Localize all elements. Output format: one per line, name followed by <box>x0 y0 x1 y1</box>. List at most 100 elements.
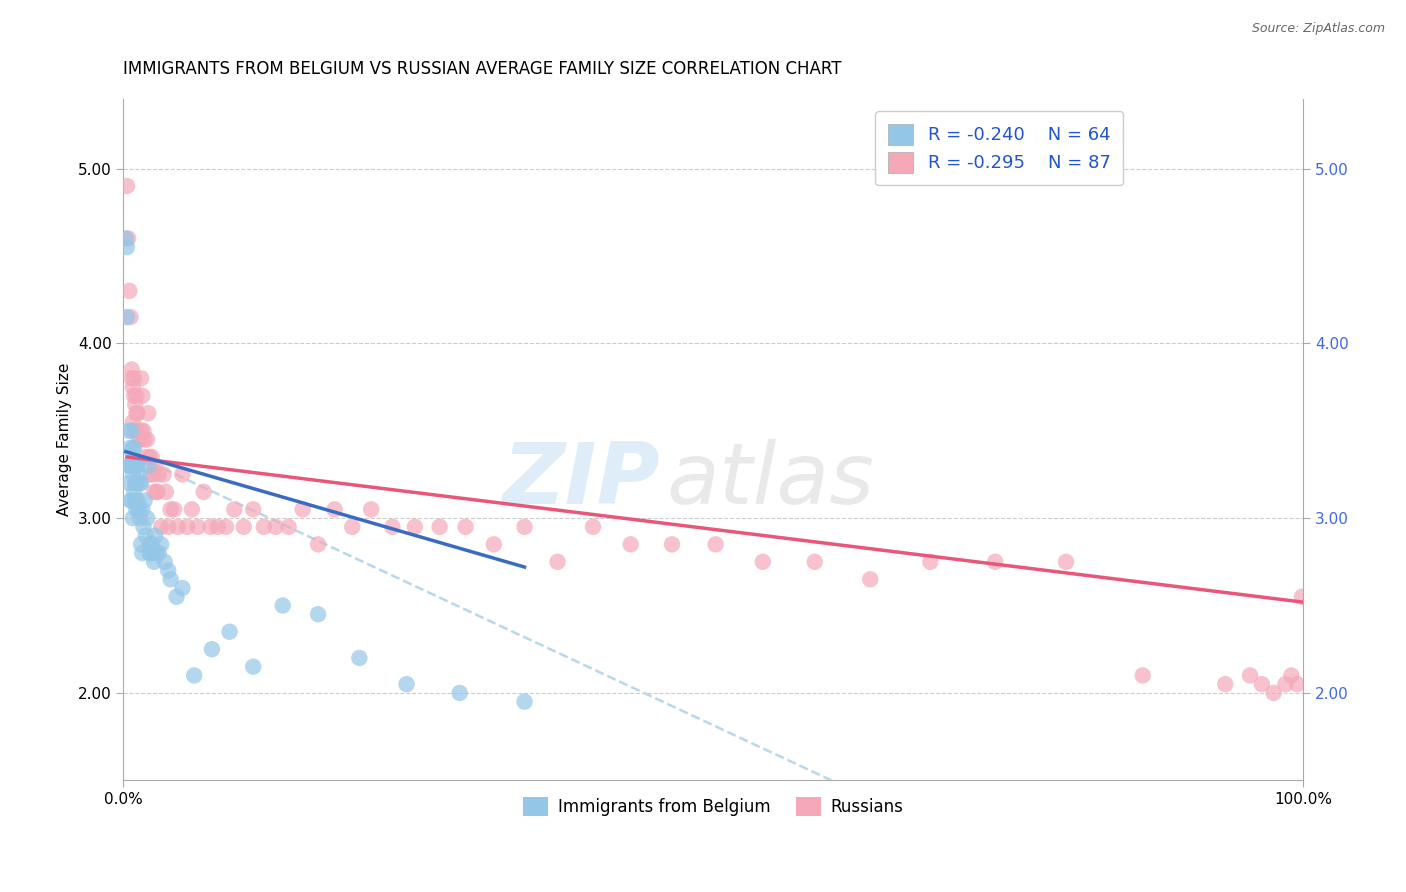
Point <box>277 520 299 534</box>
Point <box>150 520 173 534</box>
Point <box>121 441 143 455</box>
Text: ZIP: ZIP <box>502 439 661 522</box>
Point <box>1274 677 1296 691</box>
Legend: Immigrants from Belgium, Russians: Immigrants from Belgium, Russians <box>516 790 910 823</box>
Point <box>121 371 143 385</box>
Point <box>117 424 139 438</box>
Point <box>291 502 314 516</box>
Point <box>136 433 159 447</box>
Point <box>139 546 162 560</box>
Point <box>125 406 148 420</box>
Point <box>122 484 145 499</box>
Point <box>143 528 166 542</box>
Point <box>128 467 150 482</box>
Point <box>1239 668 1261 682</box>
Point <box>166 520 188 534</box>
Point <box>395 677 418 691</box>
Point <box>620 537 643 551</box>
Point <box>153 555 176 569</box>
Point <box>129 424 152 438</box>
Point <box>183 668 205 682</box>
Point <box>984 555 1007 569</box>
Point <box>582 520 605 534</box>
Point <box>118 476 141 491</box>
Point <box>482 537 505 551</box>
Point <box>125 389 148 403</box>
Point <box>307 607 329 622</box>
Point <box>131 389 153 403</box>
Point <box>242 502 264 516</box>
Point <box>1291 590 1313 604</box>
Point <box>132 424 155 438</box>
Point <box>429 520 451 534</box>
Point <box>118 284 141 298</box>
Point <box>157 520 180 534</box>
Point <box>148 467 170 482</box>
Point <box>803 555 825 569</box>
Point <box>124 493 146 508</box>
Point <box>253 520 276 534</box>
Point <box>159 572 181 586</box>
Point <box>150 537 173 551</box>
Point <box>117 231 139 245</box>
Point <box>1286 677 1309 691</box>
Point <box>141 450 163 464</box>
Point <box>121 467 143 482</box>
Point <box>1054 555 1077 569</box>
Point <box>122 371 145 385</box>
Point <box>1263 686 1285 700</box>
Point <box>920 555 942 569</box>
Point <box>200 520 222 534</box>
Point <box>125 458 148 473</box>
Point <box>129 433 152 447</box>
Point <box>124 476 146 491</box>
Point <box>142 546 165 560</box>
Point <box>349 651 371 665</box>
Point <box>449 686 471 700</box>
Point <box>1250 677 1272 691</box>
Point <box>138 450 160 464</box>
Point <box>360 502 382 516</box>
Point <box>136 406 159 420</box>
Point <box>135 450 157 464</box>
Point <box>163 502 186 516</box>
Point <box>201 642 224 657</box>
Point <box>752 555 775 569</box>
Point <box>145 484 167 499</box>
Point <box>115 179 138 194</box>
Point <box>176 520 198 534</box>
Text: atlas: atlas <box>666 439 875 522</box>
Point <box>187 520 209 534</box>
Point <box>128 502 150 516</box>
Y-axis label: Average Family Size: Average Family Size <box>58 363 72 516</box>
Point <box>143 484 166 499</box>
Point <box>134 433 156 447</box>
Point <box>131 502 153 516</box>
Point <box>224 502 246 516</box>
Point <box>138 546 160 560</box>
Point <box>547 555 569 569</box>
Point <box>342 520 364 534</box>
Point <box>152 467 174 482</box>
Point <box>1279 668 1302 682</box>
Point <box>114 231 136 245</box>
Point <box>242 659 264 673</box>
Point <box>142 467 165 482</box>
Point <box>172 581 194 595</box>
Point <box>166 590 188 604</box>
Point <box>513 695 536 709</box>
Point <box>148 546 170 560</box>
Point <box>122 389 145 403</box>
Point <box>136 511 159 525</box>
Point <box>138 537 160 551</box>
Point <box>117 458 139 473</box>
Point <box>120 310 142 324</box>
Text: IMMIGRANTS FROM BELGIUM VS RUSSIAN AVERAGE FAMILY SIZE CORRELATION CHART: IMMIGRANTS FROM BELGIUM VS RUSSIAN AVERA… <box>124 60 842 78</box>
Point <box>121 493 143 508</box>
Point <box>145 546 167 560</box>
Point <box>120 493 142 508</box>
Text: Source: ZipAtlas.com: Source: ZipAtlas.com <box>1251 22 1385 36</box>
Point <box>271 599 294 613</box>
Point <box>127 406 149 420</box>
Point <box>180 502 202 516</box>
